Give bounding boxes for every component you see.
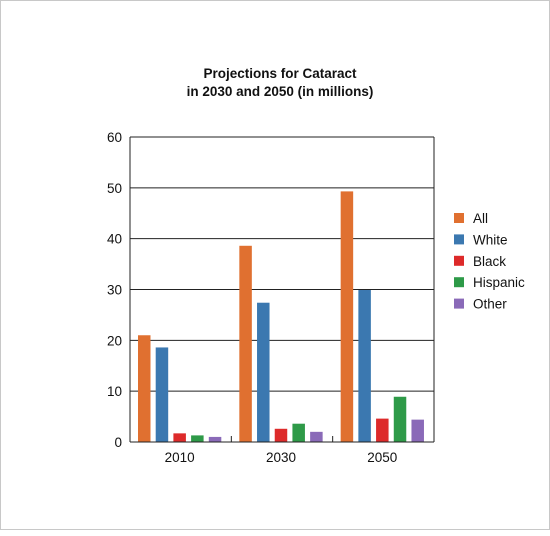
x-tick-label-2010: 2010 xyxy=(165,450,195,465)
x-tick-label-2030: 2030 xyxy=(266,450,296,465)
y-tick-label-30: 30 xyxy=(107,283,122,298)
bar-other-2050 xyxy=(411,419,424,442)
bar-all-2030 xyxy=(239,245,252,442)
legend-swatch-other xyxy=(454,298,464,309)
bar-black-2010 xyxy=(173,433,186,442)
bar-hispanic-2030 xyxy=(292,423,305,442)
legend-label-black: Black xyxy=(473,254,506,269)
y-tick-label-40: 40 xyxy=(107,232,122,247)
bar-other-2010 xyxy=(208,436,222,442)
bar-all-2010 xyxy=(138,335,151,442)
gridlines xyxy=(130,136,434,392)
chart-title-line-2: in 2030 and 2050 (in millions) xyxy=(187,84,374,99)
y-tick-label-10: 10 xyxy=(107,384,122,399)
y-tick-label-50: 50 xyxy=(107,181,122,196)
bar-black-2030 xyxy=(274,428,288,442)
bar-white-2030 xyxy=(257,302,270,442)
legend-label-hispanic: Hispanic xyxy=(473,275,525,290)
legend-swatch-all xyxy=(454,213,464,223)
bar-white-2050 xyxy=(358,290,371,442)
x-tick-label-2050: 2050 xyxy=(367,450,397,465)
bar-other-2030 xyxy=(310,431,323,442)
bar-hispanic-2050 xyxy=(393,396,407,442)
y-tick-label-60: 60 xyxy=(107,130,122,145)
legend-swatch-black xyxy=(454,255,464,266)
legend-label-white: White xyxy=(473,232,508,247)
bar-white-2010 xyxy=(155,347,169,442)
bar-hispanic-2010 xyxy=(191,435,204,442)
legend-label-all: All xyxy=(473,211,488,226)
legend-swatch-hispanic xyxy=(454,277,464,288)
legend: All White Black Hispanic Other xyxy=(454,211,525,312)
legend-label-other: Other xyxy=(473,297,507,312)
bar-black-2050 xyxy=(376,418,389,442)
bars xyxy=(138,191,424,442)
y-tick-label-20: 20 xyxy=(107,333,122,348)
chart-title-line-1: Projections for Cataract xyxy=(203,66,357,81)
bar-all-2050 xyxy=(340,191,354,442)
y-tick-label-0: 0 xyxy=(114,435,122,450)
legend-swatch-white xyxy=(454,234,464,245)
